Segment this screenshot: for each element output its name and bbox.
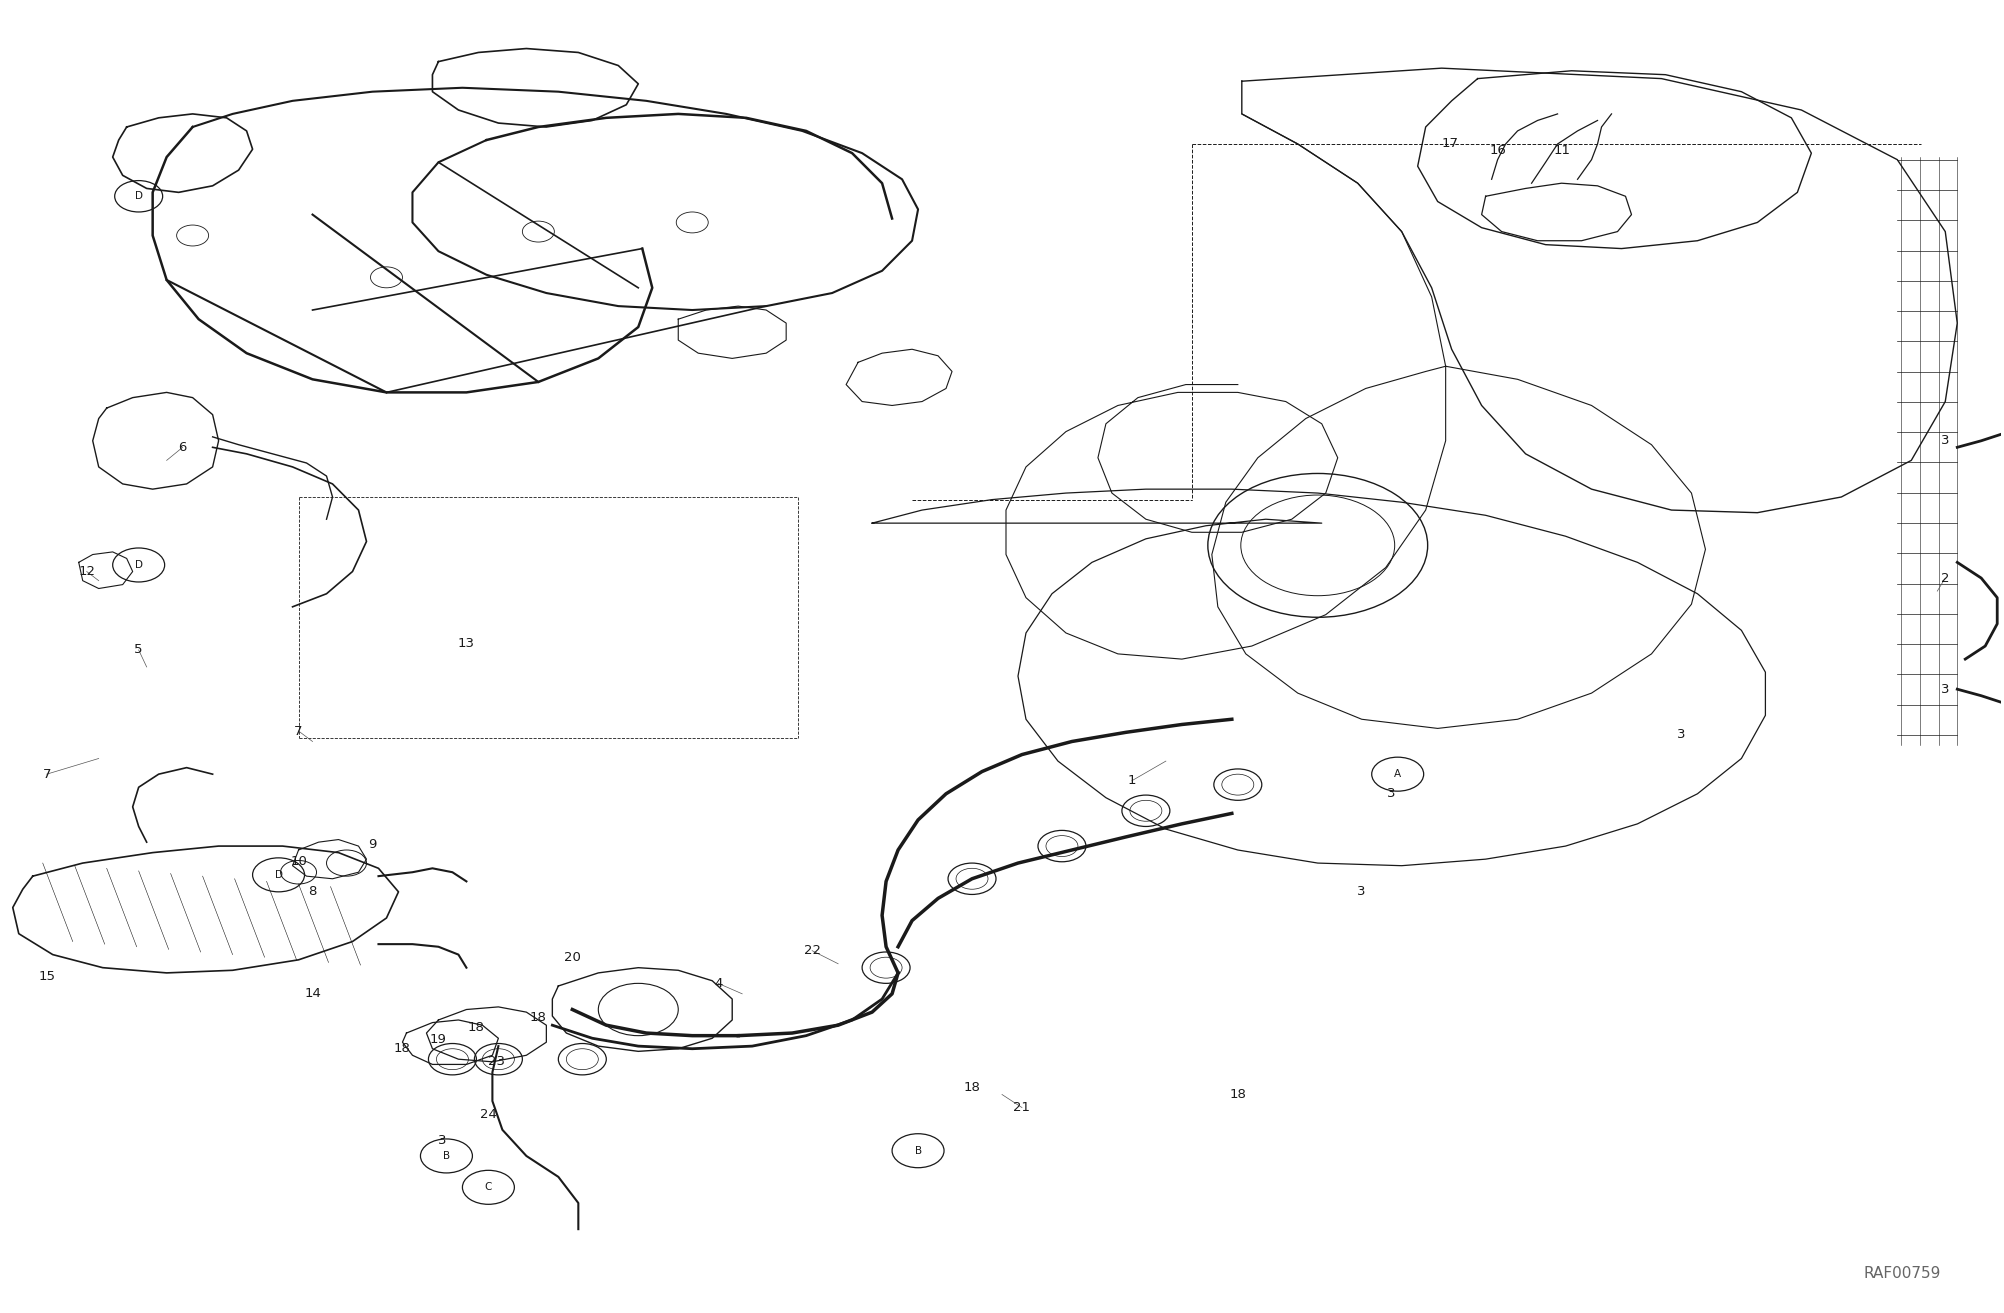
- Text: 15: 15: [38, 970, 56, 983]
- Text: 14: 14: [305, 987, 321, 1001]
- Text: 7: 7: [42, 768, 50, 781]
- Text: 12: 12: [78, 565, 96, 578]
- Text: 6: 6: [178, 441, 186, 454]
- Text: D: D: [134, 559, 142, 570]
- Text: 11: 11: [1553, 144, 1569, 158]
- Text: 18: 18: [964, 1082, 980, 1095]
- Text: D: D: [275, 869, 283, 880]
- Text: D: D: [134, 192, 142, 201]
- Text: C: C: [485, 1182, 493, 1192]
- Text: 5: 5: [134, 643, 142, 656]
- Text: 10: 10: [291, 855, 307, 868]
- Text: 16: 16: [1489, 144, 1507, 158]
- Text: 22: 22: [804, 944, 822, 957]
- Text: 19: 19: [431, 1033, 447, 1046]
- Text: 3: 3: [1942, 683, 1950, 696]
- Text: 23: 23: [487, 1056, 505, 1069]
- Text: 8: 8: [309, 885, 317, 898]
- Text: 18: 18: [529, 1011, 547, 1024]
- Text: B: B: [443, 1152, 451, 1161]
- Text: 18: 18: [469, 1022, 485, 1035]
- Text: 3: 3: [1357, 885, 1367, 898]
- Text: 24: 24: [481, 1108, 497, 1120]
- Text: 3: 3: [1942, 435, 1950, 448]
- Text: A: A: [1395, 769, 1401, 779]
- Text: 7: 7: [295, 725, 303, 738]
- Text: 2: 2: [1942, 571, 1950, 584]
- Text: 3: 3: [1677, 729, 1685, 742]
- Text: RAF00759: RAF00759: [1864, 1267, 1942, 1281]
- Text: 18: 18: [395, 1043, 411, 1056]
- Text: 13: 13: [459, 637, 475, 650]
- Text: 1: 1: [1128, 775, 1136, 788]
- Text: 21: 21: [1014, 1102, 1030, 1113]
- Text: 17: 17: [1441, 138, 1459, 151]
- Text: 4: 4: [713, 977, 721, 990]
- Text: 3: 3: [439, 1133, 447, 1146]
- Text: 9: 9: [369, 838, 377, 851]
- Text: 20: 20: [563, 951, 581, 964]
- Text: 18: 18: [1228, 1088, 1246, 1102]
- Text: 3: 3: [1387, 788, 1397, 801]
- Text: B: B: [914, 1146, 922, 1155]
